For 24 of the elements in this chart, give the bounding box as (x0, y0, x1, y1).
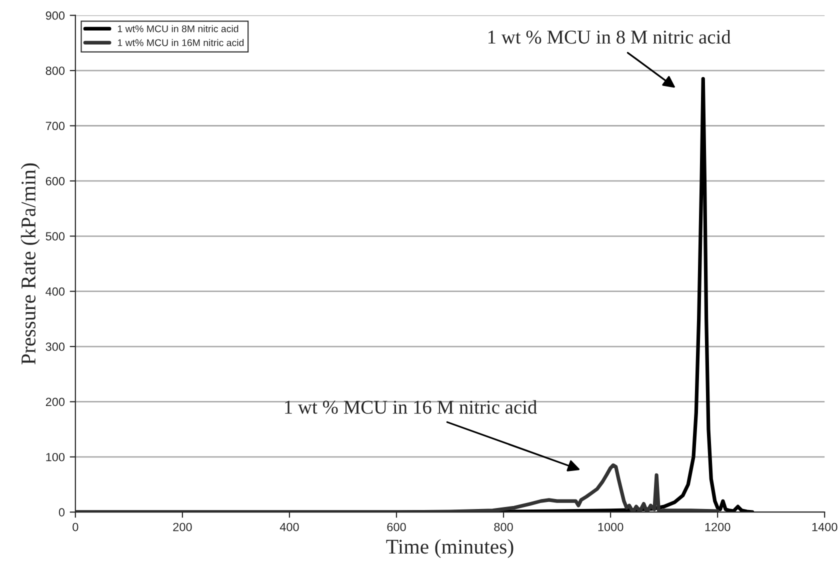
x-axis-title: Time (minutes) (386, 539, 514, 558)
y-tick-label: 600 (46, 176, 65, 186)
y-axis-title: Pressure Rate (kPa/min) (20, 163, 40, 364)
y-tick-label: 800 (46, 66, 65, 75)
y-tick-label: 400 (46, 287, 65, 296)
annotation: 1 wt % MCU in 8 M nitric acid (488, 30, 731, 44)
y-tick-label: 100 (46, 452, 65, 462)
y-tick-label: 500 (46, 232, 65, 241)
x-tick-label: 1000 (598, 522, 624, 532)
x-tick-label: 600 (387, 522, 406, 532)
legend-label: 1 wt% MCU in 8M nitric acid (118, 25, 238, 32)
legend-label: 1 wt% MCU in 16M nitric acid (118, 39, 244, 46)
x-tick-label: 1200 (705, 522, 730, 532)
y-tick-label: 300 (46, 342, 65, 351)
x-tick-label: 400 (280, 522, 299, 532)
x-tick-label: 800 (494, 522, 513, 532)
y-tick-label: 0 (58, 508, 65, 516)
annotation: 1 wt % MCU in 16 M nitric acid (285, 400, 537, 414)
y-tick-label: 200 (46, 398, 65, 406)
x-tick-label: 200 (173, 522, 192, 532)
y-tick-label: 700 (46, 122, 65, 130)
y-tick-label: 900 (46, 11, 65, 20)
x-tick-label: 0 (72, 522, 78, 532)
x-tick-label: 1400 (812, 522, 838, 532)
